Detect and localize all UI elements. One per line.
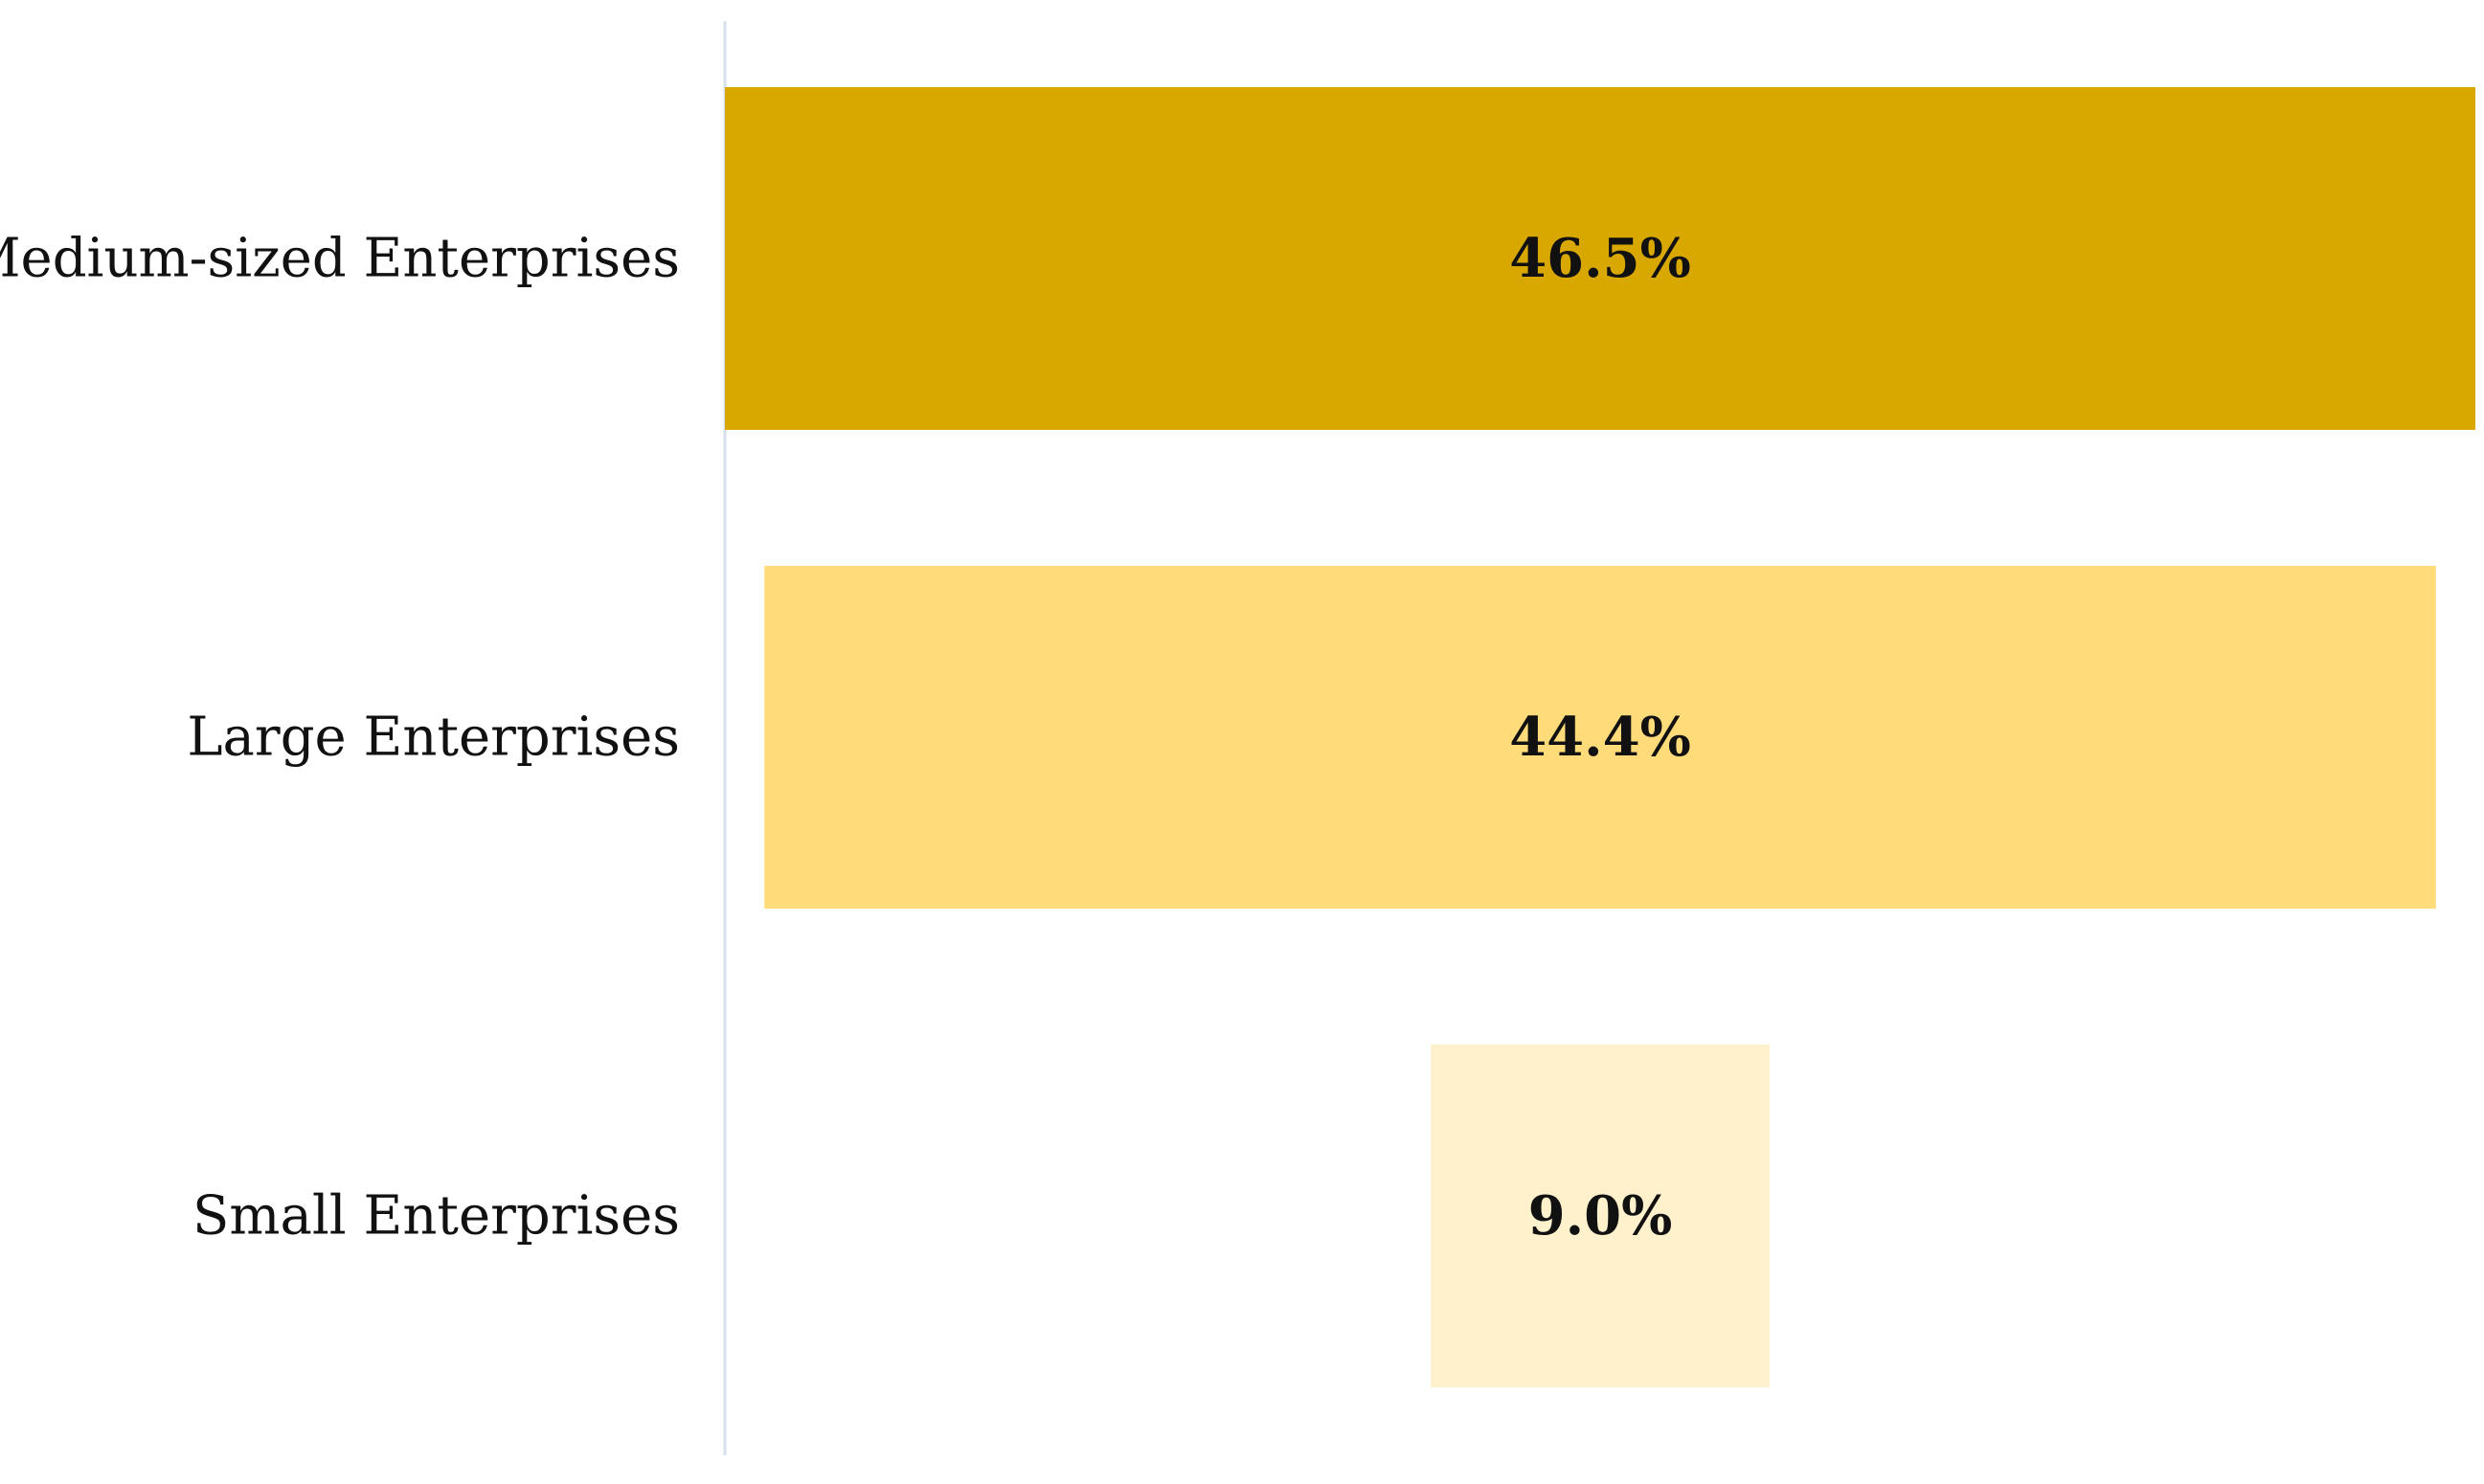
bar-small-enterprises <box>1431 1045 1770 1387</box>
value-labels-group: 46.5% 44.4% 9.0% <box>1509 227 1691 1248</box>
value-label-medium-sized-enterprises: 46.5% <box>1509 227 1691 290</box>
category-label-large-enterprises: Large Enterprises <box>187 707 680 769</box>
category-labels-group: Medium-sized Enterprises Large Enterprise… <box>0 228 680 1248</box>
value-label-small-enterprises: 9.0% <box>1528 1184 1673 1248</box>
bars-group <box>725 87 2475 1387</box>
bar-medium-sized-enterprises <box>725 87 2475 430</box>
value-label-large-enterprises: 44.4% <box>1509 706 1691 769</box>
category-label-medium-sized-enterprises: Medium-sized Enterprises <box>0 228 680 290</box>
category-label-small-enterprises: Small Enterprises <box>192 1185 680 1248</box>
bar-large-enterprises <box>764 566 2436 909</box>
